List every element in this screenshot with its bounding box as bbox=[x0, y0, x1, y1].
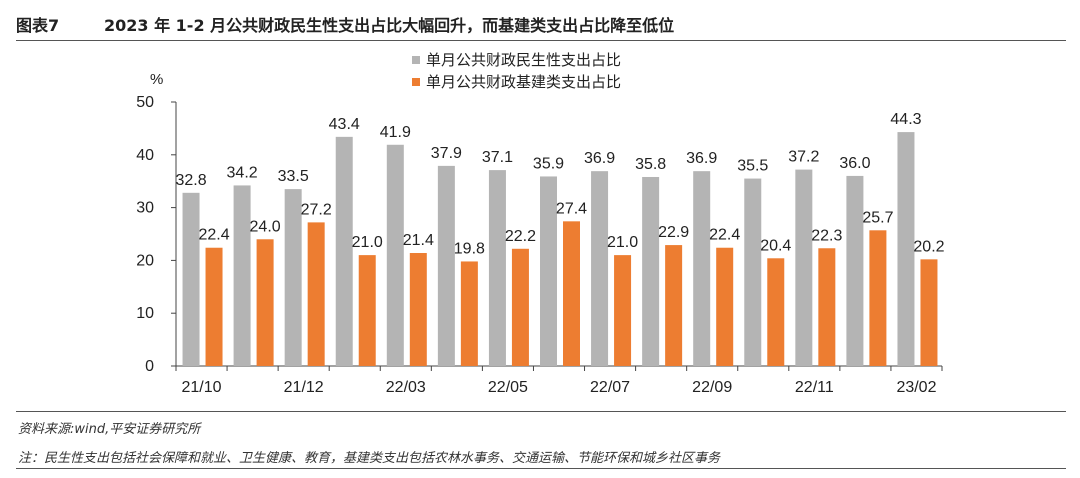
x-tick-label: 22/05 bbox=[488, 379, 528, 396]
note-text: 注：民生性支出包括社会保障和就业、卫生健康、教育，基建类支出包括农林水事务、交通… bbox=[18, 451, 721, 466]
data-label-minsheng: 37.2 bbox=[788, 149, 819, 166]
data-label-jijian: 21.0 bbox=[352, 234, 383, 251]
source-text: 资料来源:wind,平安证券研究所 bbox=[18, 422, 201, 437]
legend-swatch bbox=[412, 78, 420, 86]
figure-label: 图表7 bbox=[16, 16, 60, 35]
top-divider bbox=[16, 40, 1066, 41]
y-unit-label: % bbox=[150, 71, 163, 88]
legend-swatch bbox=[412, 56, 420, 64]
x-tick-label: 21/12 bbox=[284, 379, 324, 396]
data-label-minsheng: 36.0 bbox=[839, 155, 870, 172]
bar-minsheng bbox=[233, 185, 251, 366]
bar-minsheng bbox=[284, 189, 302, 366]
data-label-minsheng: 35.9 bbox=[533, 155, 564, 172]
bar-jijian bbox=[818, 248, 836, 366]
y-tick-label: 30 bbox=[136, 200, 154, 217]
bar-jijian bbox=[767, 258, 785, 366]
bar-jijian bbox=[716, 247, 734, 366]
bar-jijian bbox=[409, 253, 427, 366]
bar-jijian bbox=[920, 259, 938, 366]
bar-jijian bbox=[205, 247, 223, 366]
data-label-minsheng: 32.8 bbox=[175, 172, 206, 189]
bar-jijian bbox=[869, 230, 887, 366]
bar-minsheng bbox=[897, 132, 915, 366]
x-tick-label: 22/03 bbox=[386, 379, 426, 396]
data-label-jijian: 22.4 bbox=[198, 227, 229, 244]
data-label-jijian: 20.2 bbox=[913, 238, 944, 255]
y-tick-label: 0 bbox=[145, 358, 154, 375]
y-tick-label: 50 bbox=[136, 94, 154, 111]
data-label-jijian: 22.4 bbox=[709, 227, 740, 244]
data-label-jijian: 27.4 bbox=[556, 200, 587, 217]
bar-minsheng bbox=[591, 171, 609, 366]
bar-jijian bbox=[460, 261, 478, 366]
x-tick-label: 22/07 bbox=[590, 379, 630, 396]
x-tick-label: 23/02 bbox=[896, 379, 936, 396]
data-label-jijian: 19.8 bbox=[454, 240, 485, 257]
figure-title: 2023 年 1-2 月公共财政民生性支出占比大幅回升，而基建类支出占比降至低位 bbox=[104, 16, 675, 35]
data-label-jijian: 22.2 bbox=[505, 228, 536, 245]
bar-minsheng bbox=[182, 192, 200, 366]
data-label-minsheng: 35.8 bbox=[635, 156, 666, 173]
bar-jijian bbox=[256, 239, 274, 366]
data-label-jijian: 24.0 bbox=[250, 218, 281, 235]
bar-jijian bbox=[614, 255, 632, 366]
bar-minsheng bbox=[642, 176, 660, 366]
x-tick-label: 22/09 bbox=[692, 379, 732, 396]
legend-label: 单月公共财政基建类支出占比 bbox=[426, 74, 621, 91]
data-label-minsheng: 34.2 bbox=[227, 164, 258, 181]
data-label-jijian: 22.9 bbox=[658, 224, 689, 241]
legend-label: 单月公共财政民生性支出占比 bbox=[426, 52, 621, 69]
data-label-jijian: 20.4 bbox=[760, 237, 791, 254]
data-label-minsheng: 44.3 bbox=[890, 111, 921, 128]
bar-minsheng bbox=[693, 171, 711, 366]
bar-minsheng bbox=[846, 175, 864, 366]
bottom-divider bbox=[16, 468, 1066, 469]
x-tick-label: 21/10 bbox=[182, 379, 222, 396]
y-tick-label: 40 bbox=[136, 147, 154, 164]
bar-jijian bbox=[563, 221, 580, 366]
figure-header: 图表7 2023 年 1-2 月公共财政民生性支出占比大幅回升，而基建类支出占比… bbox=[16, 8, 1066, 36]
data-label-minsheng: 36.9 bbox=[584, 150, 615, 167]
bar-jijian bbox=[358, 255, 376, 366]
data-label-minsheng: 37.1 bbox=[482, 149, 513, 166]
data-label-jijian: 25.7 bbox=[862, 209, 893, 226]
footer-divider bbox=[16, 411, 1066, 412]
bar-minsheng bbox=[335, 136, 353, 366]
data-label-minsheng: 37.9 bbox=[431, 145, 462, 162]
data-label-jijian: 27.2 bbox=[301, 201, 332, 218]
bar-minsheng bbox=[437, 165, 455, 366]
bar-jijian bbox=[307, 222, 325, 366]
data-label-jijian: 21.0 bbox=[607, 234, 638, 251]
y-tick-label: 10 bbox=[136, 305, 154, 322]
data-label-jijian: 21.4 bbox=[403, 232, 434, 249]
data-label-minsheng: 33.5 bbox=[278, 168, 309, 185]
data-label-minsheng: 43.4 bbox=[329, 116, 360, 133]
bar-minsheng bbox=[386, 144, 404, 366]
data-label-minsheng: 36.9 bbox=[686, 150, 717, 167]
data-label-minsheng: 41.9 bbox=[380, 124, 411, 141]
data-label-jijian: 22.3 bbox=[811, 227, 842, 244]
x-tick-label: 22/11 bbox=[795, 379, 834, 396]
bar-minsheng bbox=[488, 170, 506, 366]
bar-minsheng bbox=[795, 169, 813, 366]
data-label-minsheng: 35.5 bbox=[737, 158, 768, 175]
bar-minsheng bbox=[744, 178, 762, 366]
y-tick-label: 20 bbox=[136, 252, 154, 269]
bar-jijian bbox=[665, 245, 683, 366]
bar-minsheng bbox=[540, 176, 557, 366]
bar-jijian bbox=[511, 248, 529, 366]
